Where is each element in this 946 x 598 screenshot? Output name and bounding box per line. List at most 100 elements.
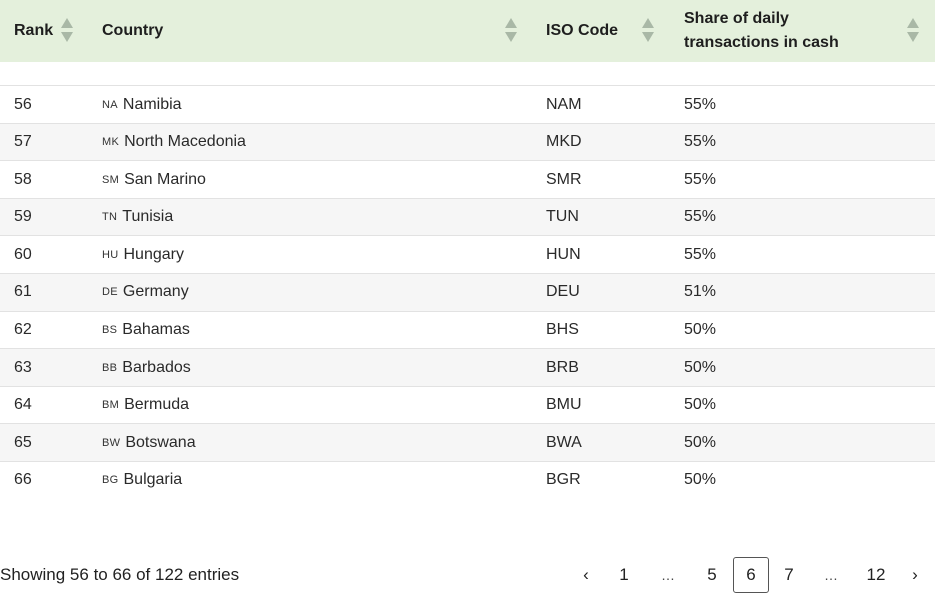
page-7-button[interactable]: 7 xyxy=(784,565,794,584)
table-row: 62 BS Bahamas BHS 50% xyxy=(0,312,935,350)
page-6-button[interactable]: 6 xyxy=(733,557,769,593)
iso-cell: BWA xyxy=(546,433,582,451)
country-name: Germany xyxy=(122,283,189,301)
share-cell: 51% xyxy=(684,283,717,301)
flag-icon: BG xyxy=(102,474,119,487)
next-page-button[interactable]: › xyxy=(912,565,918,584)
previous-page-button[interactable]: ‹ xyxy=(583,565,589,584)
table-header: Rank Country ISO Code Share of daily tra… xyxy=(0,0,935,62)
sort-rank-icon[interactable] xyxy=(61,18,73,44)
table-row: 65 BW Botswana BWA 50% xyxy=(0,424,935,462)
table-row: 59 TN Tunisia TUN 55% xyxy=(0,198,935,237)
table-row: 58 SM San Marino SMR 55% xyxy=(0,161,935,199)
share-cell: 50% xyxy=(684,358,717,376)
share-header-label: Share of daily transactions in cash xyxy=(684,10,839,51)
table-row: 57 MK North Macedonia MKD 55% xyxy=(0,123,935,162)
column-header-rank[interactable]: Rank xyxy=(14,0,88,62)
flag-icon: DE xyxy=(102,286,118,299)
column-header-iso[interactable]: ISO Code xyxy=(546,0,662,62)
share-cell: 55% xyxy=(684,245,717,263)
page-1-button[interactable]: 1 xyxy=(619,565,629,584)
flag-icon: BM xyxy=(102,399,120,412)
country-name: Botswana xyxy=(125,433,196,451)
iso-cell: BMU xyxy=(546,396,582,414)
table-row: 60 HU Hungary HUN 55% xyxy=(0,236,935,274)
rank-cell: 60 xyxy=(14,245,32,263)
column-header-share[interactable]: Share of daily transactions in cash xyxy=(684,0,924,62)
country-cell: DE Germany xyxy=(102,274,189,311)
table-row: 66 BG Bulgaria BGR 50% xyxy=(0,462,935,500)
table-body: 56 NA Namibia NAM 55% 57 MK North Macedoni… xyxy=(0,86,935,500)
share-cell: 55% xyxy=(684,170,717,188)
iso-cell: TUN xyxy=(546,208,579,226)
sort-iso-icon[interactable] xyxy=(642,18,654,44)
country-name: San Marino xyxy=(124,170,206,188)
country-cell: BW Botswana xyxy=(102,424,196,461)
share-cell: 55% xyxy=(684,208,717,226)
country-cell: NA Namibia xyxy=(102,86,182,123)
rank-cell: 66 xyxy=(14,471,32,489)
rank-cell: 64 xyxy=(14,396,32,414)
rank-cell: 58 xyxy=(14,170,32,188)
table-row: 63 BB Barbados BRB 50% xyxy=(0,349,935,387)
table-row: 64 BM Bermuda BMU 50% xyxy=(0,387,935,425)
share-cell: 50% xyxy=(684,321,717,339)
country-cell: MK North Macedonia xyxy=(102,124,246,161)
table-info: Showing 56 to 66 of 122 entries xyxy=(0,565,240,584)
country-name: Tunisia xyxy=(122,208,174,226)
pagination-ellipsis: … xyxy=(661,567,675,583)
iso-cell: SMR xyxy=(546,170,582,188)
pagination-ellipsis: … xyxy=(824,567,838,583)
iso-cell: BRB xyxy=(546,358,579,376)
rank-cell: 59 xyxy=(14,208,32,226)
country-cell: SM San Marino xyxy=(102,161,206,198)
flag-icon: MK xyxy=(102,136,120,149)
country-cell: BM Bermuda xyxy=(102,387,189,424)
iso-cell: MKD xyxy=(546,133,582,151)
country-cell: HU Hungary xyxy=(102,236,184,273)
country-name: Barbados xyxy=(122,358,191,376)
table-spacer-row xyxy=(0,62,935,86)
share-cell: 55% xyxy=(684,133,717,151)
country-name: Bahamas xyxy=(122,321,190,339)
country-cell: BB Barbados xyxy=(102,349,191,386)
rank-cell: 65 xyxy=(14,433,32,451)
flag-icon: TN xyxy=(102,211,118,224)
country-name: Hungary xyxy=(123,245,184,263)
share-cell: 50% xyxy=(684,471,717,489)
sort-country-icon[interactable] xyxy=(505,18,517,44)
page-5-button[interactable]: 5 xyxy=(707,565,717,584)
share-cell: 50% xyxy=(684,433,717,451)
iso-header-label: ISO Code xyxy=(546,22,619,39)
flag-icon: NA xyxy=(102,98,118,111)
country-cell: BS Bahamas xyxy=(102,312,190,349)
flag-icon: BW xyxy=(102,436,121,449)
country-cell: TN Tunisia xyxy=(102,199,173,236)
share-cell: 50% xyxy=(684,396,717,414)
sort-share-icon[interactable] xyxy=(907,18,919,44)
country-cell: BG Bulgaria xyxy=(102,462,182,499)
country-name: North Macedonia xyxy=(124,133,246,151)
countries-table: Rank Country ISO Code Share of daily tra… xyxy=(0,0,935,500)
iso-cell: DEU xyxy=(546,283,580,301)
iso-cell: NAM xyxy=(546,95,582,113)
iso-cell: BHS xyxy=(546,321,579,339)
rank-header-label: Rank xyxy=(14,22,54,39)
column-header-country[interactable]: Country xyxy=(102,0,522,62)
table-row: 56 NA Namibia NAM 55% xyxy=(0,86,935,124)
country-name: Bermuda xyxy=(124,396,190,414)
rank-cell: 62 xyxy=(14,321,32,339)
share-cell: 55% xyxy=(684,95,717,113)
rank-cell: 61 xyxy=(14,283,32,301)
iso-cell: BGR xyxy=(546,471,581,489)
flag-icon: HU xyxy=(102,248,119,261)
iso-cell: HUN xyxy=(546,245,581,263)
flag-icon: SM xyxy=(102,173,120,186)
country-name: Namibia xyxy=(122,95,182,113)
country-header-label: Country xyxy=(102,22,164,39)
page-12-button[interactable]: 12 xyxy=(866,565,886,584)
table-row: 61 DE Germany DEU 51% xyxy=(0,273,935,312)
flag-icon: BB xyxy=(102,361,118,374)
rank-cell: 63 xyxy=(14,358,32,376)
rank-cell: 57 xyxy=(14,133,32,151)
